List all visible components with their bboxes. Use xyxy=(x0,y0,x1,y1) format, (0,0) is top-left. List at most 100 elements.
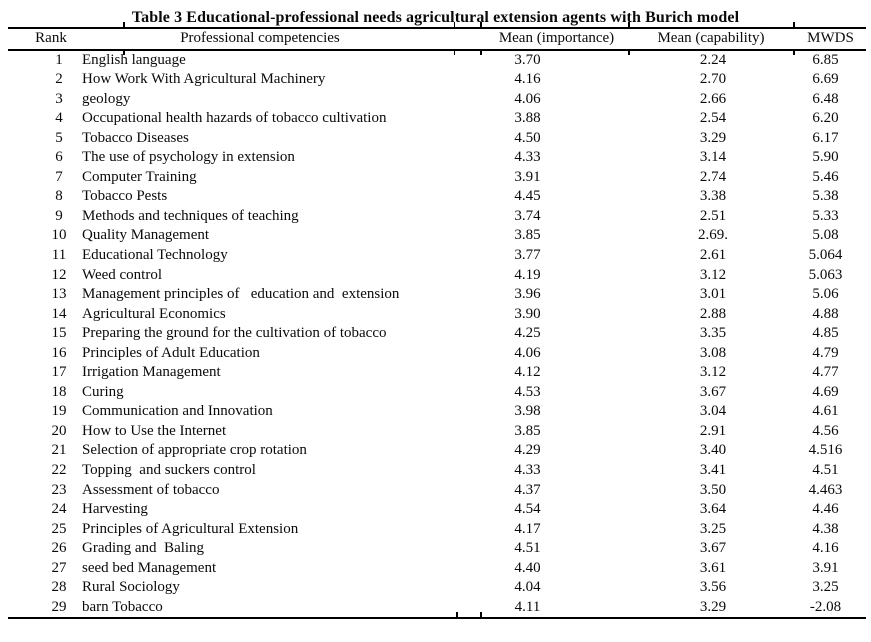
competency-cell: Harvesting xyxy=(82,501,148,518)
table-title: Table 3 Educational-professional needs a… xyxy=(131,9,740,26)
mwds-cell: -2.08 xyxy=(809,598,842,615)
competency-cell: How to Use the Internet xyxy=(82,422,227,439)
table-row: 6 The use of psychology in extension 4.33 3… xyxy=(8,148,866,168)
mean-importance-cell: 4.17 xyxy=(514,520,541,537)
mean-importance-cell: 3.77 xyxy=(514,246,541,263)
mwds-cell: 5.063 xyxy=(808,266,843,283)
column-border-tick xyxy=(123,22,125,27)
mwds-cell: 5.46 xyxy=(812,168,839,185)
mean-importance-cell: 4.11 xyxy=(514,598,541,615)
rank-cell: 3 xyxy=(55,90,63,107)
mean-importance-cell: 4.54 xyxy=(514,501,541,518)
rank-cell: 11 xyxy=(51,246,67,263)
column-header-mean-importance: Mean (importance) xyxy=(498,30,615,46)
mwds-cell: 3.25 xyxy=(812,579,839,596)
mean-importance-cell: 4.19 xyxy=(514,266,541,283)
mwds-cell: 6.48 xyxy=(812,90,839,107)
competency-cell: barn Tobacco xyxy=(82,598,163,615)
rank-cell: 7 xyxy=(55,168,63,185)
table-row: 16 Principles of Adult Education 4.06 3.08 4… xyxy=(8,344,866,364)
rank-cell: 17 xyxy=(51,364,67,381)
mwds-cell: 6.20 xyxy=(812,110,839,127)
table-row: 28 Rural Sociology 4.04 3.56 3.25 xyxy=(8,578,866,598)
mean-capability-cell: 3.25 xyxy=(699,520,727,537)
column-border-tick xyxy=(793,50,795,55)
table-row: 23 Assessment of tobacco 4.37 3.50 4.463 xyxy=(8,481,866,501)
mwds-cell: 4.77 xyxy=(812,364,839,381)
mean-capability-cell: 3.56 xyxy=(699,579,727,596)
mean-capability-cell: 2.74 xyxy=(699,168,727,185)
mwds-cell: 6.85 xyxy=(812,51,839,68)
table-row: 19 Communication and Innovation 3.98 3.04 4.… xyxy=(8,402,866,422)
competency-cell: Educational Technology xyxy=(82,246,228,263)
mean-importance-cell: 3.85 xyxy=(514,422,541,439)
mean-capability-cell: 2.51 xyxy=(699,207,727,224)
competency-cell: Occupational health hazards of tobacco c… xyxy=(82,110,387,127)
table-body: 1 English language 3.70 2.24 6.85 2 How Work W… xyxy=(8,51,866,618)
table-row: 24 Harvesting 4.54 3.64 4.46 xyxy=(8,500,866,520)
column-header-professional-competencies: Professional competencies xyxy=(180,30,340,46)
competency-cell: Assessment of tobacco xyxy=(82,481,220,498)
column-border-tick xyxy=(480,22,482,27)
column-border-tick xyxy=(628,22,630,27)
table-row: 18 Curing 4.53 3.67 4.69 xyxy=(8,383,866,403)
rank-cell: 1 xyxy=(55,51,63,68)
table-row: 5 Tobacco Diseases 4.50 3.29 6.17 xyxy=(8,129,866,149)
rank-cell: 25 xyxy=(51,520,67,537)
mean-importance-cell: 4.25 xyxy=(514,325,541,342)
mwds-cell: 5.064 xyxy=(808,246,843,263)
needs-table: Rank Professional competencies Mean (imp… xyxy=(8,22,866,620)
mean-capability-cell: 3.08 xyxy=(699,344,727,361)
competency-cell: Communication and Innovation xyxy=(82,403,273,420)
mwds-cell: 5.33 xyxy=(812,207,839,224)
table-row: 4 Occupational health hazards of tobacco … xyxy=(8,109,866,129)
mean-importance-cell: 4.12 xyxy=(514,364,541,381)
mwds-cell: 5.08 xyxy=(812,227,839,244)
table-row: 9 Methods and techniques of teaching 3.74 2… xyxy=(8,207,866,227)
mean-capability-cell: 2.91 xyxy=(699,422,727,439)
mean-importance-cell: 3.96 xyxy=(514,286,541,303)
table-row: 21 Selection of appropriate crop rotation… xyxy=(8,441,866,461)
column-border-tick xyxy=(123,50,125,55)
competency-cell: Computer Training xyxy=(82,168,197,185)
column-header-rank: Rank xyxy=(35,30,67,46)
table-row: 25 Principles of Agricultural Extension 4.… xyxy=(8,520,866,540)
competency-cell: Principles of Agricultural Extension xyxy=(82,520,299,537)
mean-importance-cell: 4.37 xyxy=(514,481,541,498)
table-row: 1 English language 3.70 2.24 6.85 xyxy=(8,51,866,71)
table-row: 20 How to Use the Internet 3.85 2.91 4.56 xyxy=(8,422,866,442)
rank-cell: 4 xyxy=(55,110,63,127)
rank-cell: 16 xyxy=(51,344,67,361)
competency-cell: English language xyxy=(82,51,186,68)
competency-cell: Tobacco Diseases xyxy=(82,129,189,146)
mean-importance-cell: 3.74 xyxy=(514,207,541,224)
competency-cell: Irrigation Management xyxy=(82,364,221,381)
competency-cell: Rural Sociology xyxy=(82,579,180,596)
rank-cell: 18 xyxy=(51,383,67,400)
mean-capability-cell: 3.41 xyxy=(699,461,727,478)
table-row: 8 Tobacco Pests 4.45 3.38 5.38 xyxy=(8,187,866,207)
table-row: 27 seed bed Management 4.40 3.61 3.91 xyxy=(8,559,866,579)
table-row: 29 barn Tobacco 4.11 3.29 -2.08 xyxy=(8,598,866,618)
rank-cell: 8 xyxy=(55,188,63,205)
mwds-cell: 6.17 xyxy=(812,129,839,146)
column-header-mean-capability: Mean (capability) xyxy=(657,30,765,46)
competency-cell: Weed control xyxy=(82,266,163,283)
mean-importance-cell: 4.45 xyxy=(514,188,541,205)
mean-capability-cell: 3.67 xyxy=(699,383,727,400)
rank-cell: 23 xyxy=(51,481,67,498)
mwds-cell: 4.79 xyxy=(812,344,839,361)
mean-capability-cell: 3.64 xyxy=(699,501,727,518)
column-header-mwds: MWDS xyxy=(807,30,854,46)
mean-importance-cell: 4.33 xyxy=(514,461,541,478)
competency-cell: How Work With Agricultural Machinery xyxy=(82,71,326,88)
mean-importance-cell: 4.33 xyxy=(514,149,541,166)
mwds-cell: 4.16 xyxy=(812,540,839,557)
column-border-tick xyxy=(793,22,795,27)
competency-cell: Grading and Baling xyxy=(82,540,205,557)
mwds-cell: 5.90 xyxy=(812,149,839,166)
mean-importance-cell: 4.53 xyxy=(514,383,541,400)
mwds-cell: 4.56 xyxy=(812,422,839,439)
mean-capability-cell: 3.12 xyxy=(699,266,727,283)
